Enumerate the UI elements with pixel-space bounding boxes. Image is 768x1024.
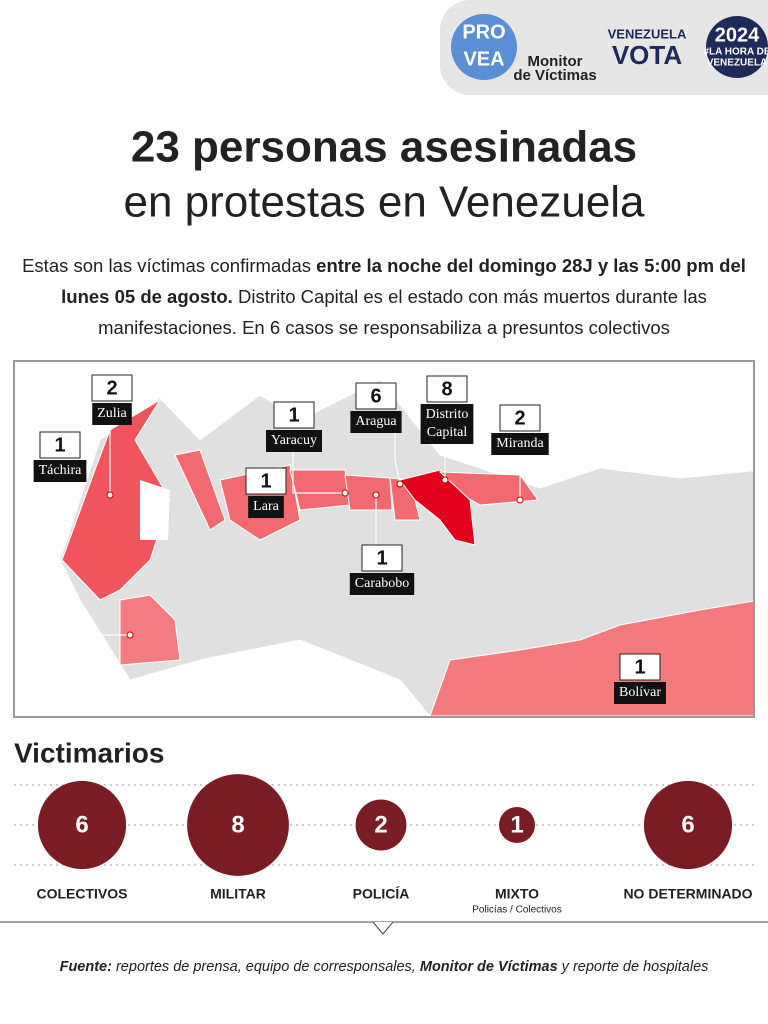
bubble-value: 2 <box>374 811 387 838</box>
state-name: Yaracuy <box>271 433 317 448</box>
logo-text: VOTA <box>612 40 683 70</box>
carabobo <box>344 474 393 511</box>
logo-text: de Víctimas <box>513 67 596 84</box>
text-segment: Fuente: <box>59 959 112 975</box>
miranda <box>438 471 539 506</box>
name-box <box>420 404 474 444</box>
text-segment: Distrito Capital es el estado con más mu… <box>98 286 707 338</box>
name-box <box>92 403 132 425</box>
state-count: 2 <box>106 377 117 399</box>
group-label: MILITAR <box>210 886 266 902</box>
vzla-logo <box>706 16 768 78</box>
text-segment: Monitor de Víctimas <box>419 959 558 975</box>
bubble-value: 6 <box>75 811 88 838</box>
count-box <box>245 467 287 495</box>
provea-logo <box>451 14 517 80</box>
bubble <box>643 780 733 870</box>
name-box <box>33 460 87 482</box>
title-line1: 23 personas asesinadas <box>131 123 637 172</box>
group-sublabel: Policías / Colectivos <box>472 905 561 916</box>
count-box <box>619 653 661 681</box>
logo-text: 2024 <box>715 24 760 46</box>
title-line2: en protestas en Venezuela <box>123 178 645 227</box>
name-box <box>350 411 402 433</box>
name-box <box>614 682 666 704</box>
yaracuy <box>289 469 351 511</box>
bubble <box>37 780 127 870</box>
bubble <box>187 774 289 876</box>
count-box <box>355 382 397 410</box>
text-segment: entre la noche del domingo 28J y las 5:0… <box>61 255 746 307</box>
leader-dot <box>341 489 349 497</box>
state-count: 8 <box>441 378 452 400</box>
text-segment: y reporte de hospitales <box>557 959 709 975</box>
count-box <box>91 374 133 402</box>
region <box>174 449 226 531</box>
logo-text: VENEZUELA <box>707 58 768 69</box>
group-label: NO DETERMINADO <box>623 886 752 902</box>
lake <box>140 480 170 540</box>
state-count: 1 <box>54 434 65 456</box>
tachira <box>119 594 181 666</box>
state-count: 2 <box>514 407 525 429</box>
bubble-value: 6 <box>681 811 694 838</box>
bubble-value: 8 <box>231 811 244 838</box>
group-label: MIXTO <box>495 886 539 902</box>
count-box <box>39 431 81 459</box>
state-count: 1 <box>376 547 387 569</box>
leader-dot <box>396 480 404 488</box>
land <box>59 379 753 716</box>
name-box <box>248 496 284 518</box>
notch <box>372 921 394 935</box>
leader-dot <box>106 491 114 499</box>
logo-text: Monitor <box>528 53 583 70</box>
section-title: Victimarios <box>14 737 164 768</box>
state-name: Aragua <box>355 414 397 429</box>
bubble <box>499 807 535 843</box>
state-name: Lara <box>253 499 279 514</box>
leader <box>394 431 401 485</box>
bubble <box>355 799 407 851</box>
leader-dot <box>441 476 449 484</box>
count-box <box>499 404 541 432</box>
state-name: Capital <box>427 425 468 440</box>
logo-text: PRO <box>462 21 505 43</box>
count-box <box>361 544 403 572</box>
leader-dot <box>372 491 380 499</box>
state-count: 6 <box>370 385 381 407</box>
zulia <box>61 399 171 601</box>
name-box <box>265 430 323 452</box>
leader <box>59 480 130 636</box>
state-count: 1 <box>260 470 271 492</box>
leader <box>292 450 345 494</box>
name-box <box>349 573 415 595</box>
source: Fuente: reportes de prensa, equipo de co… <box>4 955 764 979</box>
group-label: COLECTIVOS <box>36 886 127 902</box>
bubble-value: 1 <box>510 811 523 838</box>
count-box <box>426 375 468 403</box>
state-name: Zulia <box>97 406 127 421</box>
logo-bar <box>440 0 768 95</box>
text-segment: reportes de prensa, equipo de correspons… <box>111 959 420 975</box>
group-label: POLICÍA <box>353 886 410 902</box>
state-name: Bolívar <box>619 685 661 700</box>
state-count: 1 <box>288 404 299 426</box>
state-name: Miranda <box>496 436 544 451</box>
text-segment: Estas son las víctimas confirmadas <box>22 255 317 276</box>
count-box <box>273 401 315 429</box>
state-name: Táchira <box>39 463 83 478</box>
intro: Estas son las víctimas confirmadas entre… <box>4 250 764 343</box>
logo-text: #LA HORA DE <box>703 47 768 58</box>
leader-dot <box>516 496 524 504</box>
bolivar <box>429 600 753 716</box>
state-count: 1 <box>634 656 645 678</box>
logo-text: VENEZUELA <box>608 26 687 41</box>
leader-dot <box>126 631 134 639</box>
state-name: Distrito <box>426 407 469 422</box>
state-name: Carabobo <box>355 576 409 591</box>
logo-text: VEA <box>463 48 504 70</box>
name-box <box>491 433 549 455</box>
